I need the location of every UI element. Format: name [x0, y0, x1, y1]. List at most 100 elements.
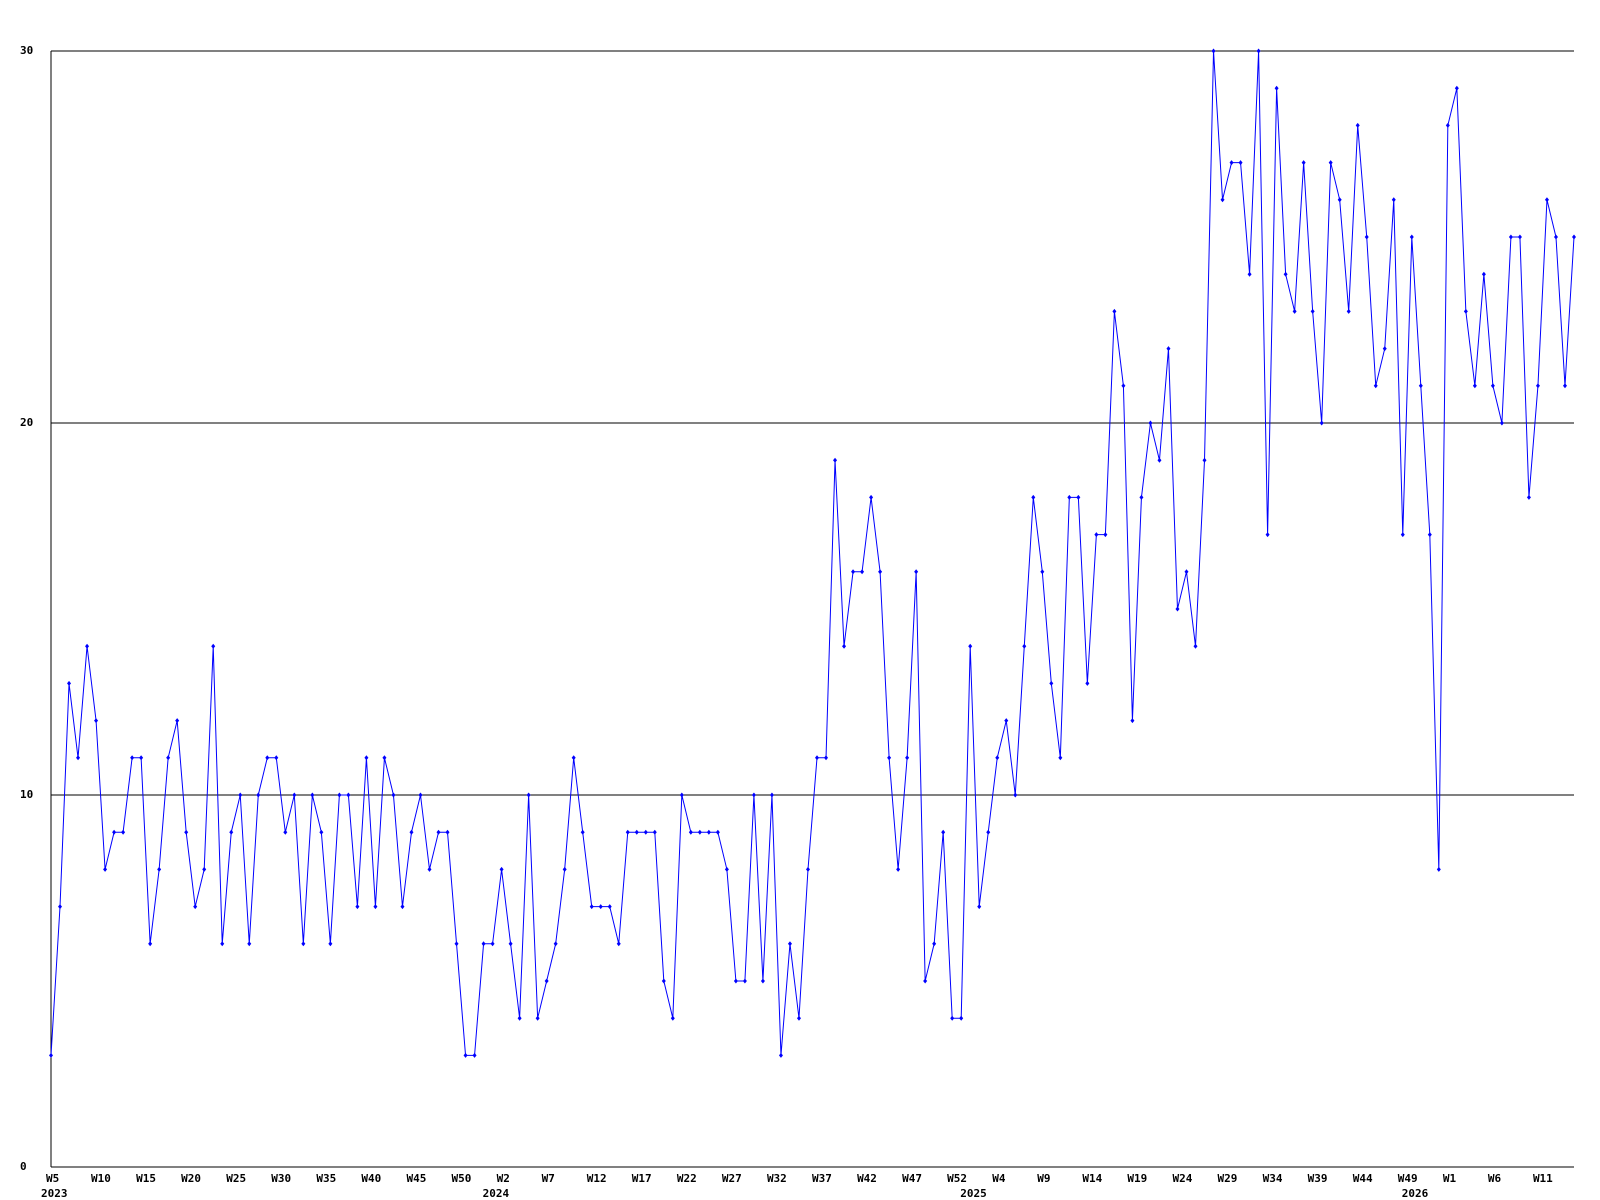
data-point: [959, 1015, 964, 1021]
data-point: [274, 755, 279, 761]
data-point: [598, 904, 603, 910]
x-tick-label: W42: [857, 1172, 877, 1185]
data-point: [220, 941, 225, 947]
data-point: [1572, 234, 1576, 240]
data-point: [1454, 85, 1459, 91]
data-point: [1355, 122, 1360, 128]
data-point: [508, 941, 513, 947]
data-point: [1562, 383, 1567, 389]
data-point: [517, 1015, 522, 1021]
data-point: [562, 866, 567, 872]
data-point: [1382, 346, 1387, 352]
data-point: [878, 569, 883, 575]
x-tick-label: W2: [497, 1172, 510, 1185]
data-point: [229, 829, 234, 835]
x-tick-label: W15: [136, 1172, 156, 1185]
data-point: [679, 792, 684, 798]
data-point: [1310, 308, 1315, 314]
x-tick-label: W1: [1443, 1172, 1457, 1185]
data-point: [1184, 569, 1189, 575]
data-point: [1220, 197, 1225, 203]
data-point: [986, 829, 991, 835]
data-point: [1409, 234, 1414, 240]
data-point: [202, 866, 207, 872]
data-point: [1139, 494, 1144, 500]
data-point: [1247, 271, 1252, 277]
data-point: [265, 755, 270, 761]
data-point: [833, 457, 838, 463]
x-tick-label: W20: [181, 1172, 201, 1185]
data-point: [760, 978, 765, 984]
data-point: [1211, 48, 1216, 54]
data-point: [553, 941, 558, 947]
data-point: [121, 829, 126, 835]
data-point: [1301, 160, 1306, 166]
x-tick-label: W30: [271, 1172, 291, 1185]
data-point: [932, 941, 937, 947]
data-point: [815, 755, 820, 761]
data-point: [715, 829, 720, 835]
data-point: [742, 978, 747, 984]
data-point: [1265, 532, 1270, 538]
data-point: [571, 755, 576, 761]
data-point: [1283, 271, 1288, 277]
data-point: [1202, 457, 1207, 463]
data-point: [706, 829, 711, 835]
data-point: [238, 792, 243, 798]
data-point: [1256, 48, 1261, 54]
data-point: [1148, 420, 1153, 426]
data-point: [364, 755, 369, 761]
x-tick-label: W19: [1127, 1172, 1147, 1185]
data-point: [751, 792, 756, 798]
data-point: [977, 904, 982, 910]
data-point: [1427, 532, 1432, 538]
data-point: [1130, 718, 1135, 724]
data-point: [166, 755, 171, 761]
data-point: [1094, 532, 1099, 538]
data-point: [1481, 271, 1486, 277]
data-point: [1175, 606, 1180, 612]
data-point: [337, 792, 342, 798]
data-point: [211, 643, 216, 649]
data-point: [1400, 532, 1405, 538]
data-point: [1373, 383, 1378, 389]
data-point: [1292, 308, 1297, 314]
data-point: [535, 1015, 540, 1021]
data-point: [1508, 234, 1513, 240]
x-tick-label: W24: [1172, 1172, 1192, 1185]
data-point: [1085, 680, 1090, 686]
x-tick-label: W32: [767, 1172, 787, 1185]
year-label: 2024: [483, 1187, 510, 1200]
data-point: [842, 643, 847, 649]
data-point: [995, 755, 1000, 761]
data-point: [724, 866, 729, 872]
data-point: [130, 755, 135, 761]
data-point: [76, 755, 81, 761]
data-point: [1391, 197, 1396, 203]
data-point: [301, 941, 306, 947]
x-tick-label: W14: [1082, 1172, 1102, 1185]
data-point: [805, 866, 810, 872]
x-tick-label: W40: [361, 1172, 381, 1185]
data-point: [778, 1052, 783, 1058]
data-point: [1319, 420, 1324, 426]
data-point: [769, 792, 774, 798]
data-point: [1490, 383, 1495, 389]
data-point: [1112, 308, 1117, 314]
data-point: [67, 680, 72, 686]
data-point: [490, 941, 495, 947]
x-tick-label: W45: [406, 1172, 426, 1185]
data-point: [1238, 160, 1243, 166]
data-point: [148, 941, 153, 947]
x-tick-label: W35: [316, 1172, 336, 1185]
data-point: [1040, 569, 1045, 575]
data-point: [481, 941, 486, 947]
data-point: [1472, 383, 1477, 389]
data-point: [454, 941, 459, 947]
data-point: [914, 569, 919, 575]
data-point: [94, 718, 99, 724]
data-point: [1022, 643, 1027, 649]
data-point: [58, 904, 63, 910]
data-point: [607, 904, 612, 910]
